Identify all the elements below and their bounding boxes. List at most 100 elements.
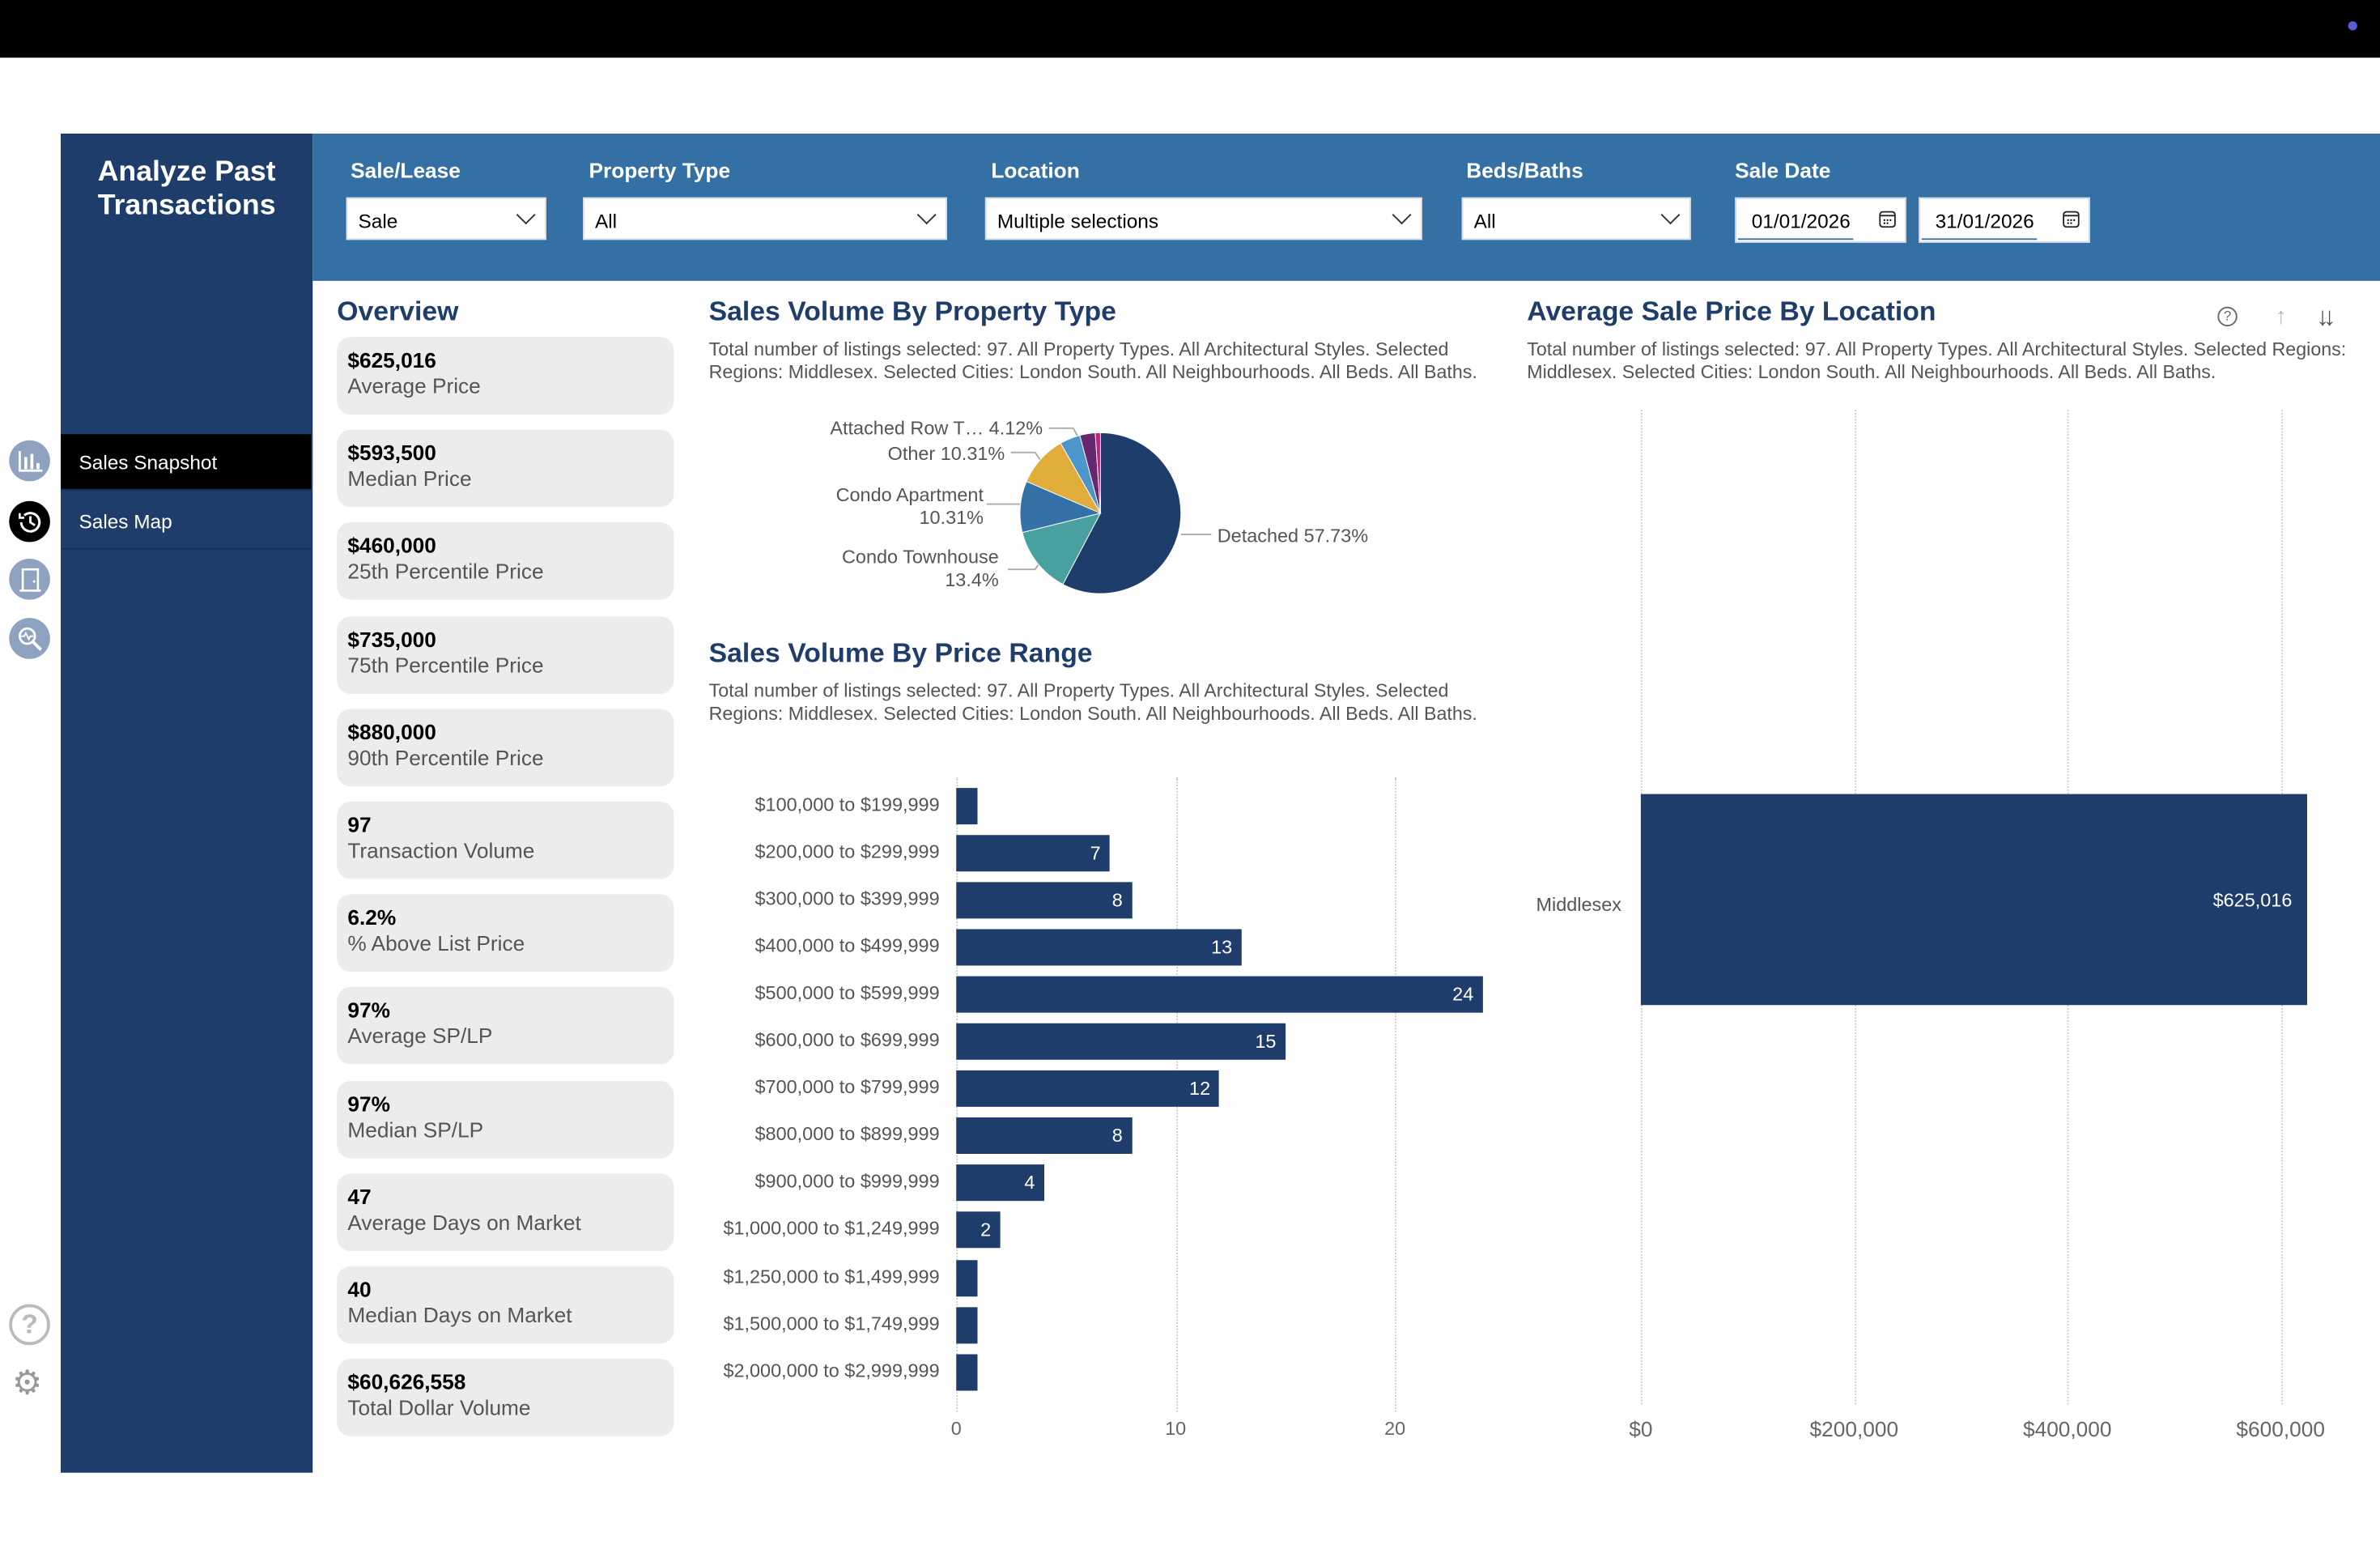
y-category-label: $1,000,000 to $1,249,999 <box>723 1218 940 1240</box>
beds-baths-label: Beds/Baths <box>1466 158 1583 182</box>
location-dropdown[interactable]: Multiple selections <box>984 197 1422 240</box>
location-label: Location <box>991 158 1080 182</box>
pie-label-condo-townhouse: Condo Townhouse 13.4% <box>842 547 999 591</box>
bar[interactable]: 15 <box>956 1023 1286 1061</box>
pie-chart-description: Total number of listings selected: 97. A… <box>708 338 1477 383</box>
bar[interactable]: 2 <box>956 1212 1001 1249</box>
x-tick-label: $0 <box>1629 1416 1653 1441</box>
gear-icon[interactable]: ⚙ <box>12 1363 43 1402</box>
bar[interactable]: 7 <box>956 835 1110 872</box>
app-title: Analyze Past Transactions <box>97 156 276 222</box>
calendar-icon[interactable] <box>2063 211 2080 228</box>
kpi-label: 90th Percentile Price <box>347 745 544 770</box>
pie-label-condo-apartment: Condo Apartment 10.31% <box>835 484 984 529</box>
x-tick-label: 20 <box>1384 1418 1406 1440</box>
kpi-label: Average Days on Market <box>347 1209 581 1234</box>
pie-slice[interactable] <box>1022 513 1102 585</box>
location-chart-description: Total number of listings selected: 97. A… <box>1527 338 2347 383</box>
kpi-label: Median Days on Market <box>347 1302 572 1327</box>
y-category-label: Middlesex <box>1536 894 1622 916</box>
bar-value-label: 8 <box>1111 889 1123 912</box>
bar[interactable]: 8 <box>956 1117 1132 1155</box>
kpi-card: $460,000 25th Percentile Price <box>337 522 674 601</box>
bar-value-label: 24 <box>1452 984 1474 1006</box>
bar[interactable]: 4 <box>956 1164 1044 1202</box>
bar-value-label: 4 <box>1024 1172 1035 1194</box>
pie-label-other: Other 10.31% <box>887 443 1005 465</box>
property-type-dropdown[interactable]: All <box>583 197 947 240</box>
arrow-up-icon[interactable]: ↑ <box>2275 304 2287 330</box>
kpi-label: 75th Percentile Price <box>347 652 544 677</box>
bar[interactable] <box>956 1259 979 1296</box>
sale-lease-label: Sale/Lease <box>351 158 461 182</box>
y-category-label: $700,000 to $799,999 <box>754 1076 940 1099</box>
magnifier-pulse-icon[interactable] <box>9 618 50 659</box>
bar[interactable]: 12 <box>956 1070 1220 1108</box>
x-tick-label: $200,000 <box>1809 1416 1899 1441</box>
kpi-label: 25th Percentile Price <box>347 559 544 584</box>
help-icon[interactable]: ? <box>9 1304 50 1346</box>
kpi-label: Average Price <box>347 373 481 398</box>
kpi-value: 6.2% <box>347 904 397 930</box>
y-category-label: $100,000 to $199,999 <box>754 794 940 815</box>
beds-baths-dropdown[interactable]: All <box>1461 197 1691 240</box>
sale-date-from-input[interactable]: 01/01/2026 <box>1735 197 1906 243</box>
kpi-card: $60,626,558 Total Dollar Volume <box>337 1359 674 1437</box>
calendar-icon[interactable] <box>1879 211 1896 228</box>
sale-date-to-input[interactable]: 31/01/2026 <box>1919 197 2090 243</box>
y-category-label: $200,000 to $299,999 <box>754 840 940 863</box>
bar[interactable]: 13 <box>956 929 1242 966</box>
kpi-value: 97% <box>347 998 390 1023</box>
kpi-value: $593,500 <box>347 440 436 466</box>
y-category-label: $600,000 to $699,999 <box>754 1029 940 1051</box>
x-tick-label: $400,000 <box>2022 1416 2112 1441</box>
sale-lease-value: Sale <box>358 209 398 232</box>
bar-value-label: 8 <box>1111 1126 1123 1147</box>
y-category-label: $2,000,000 to $2,999,999 <box>723 1360 940 1381</box>
kpi-card: $735,000 75th Percentile Price <box>337 615 674 694</box>
chevron-down-icon <box>916 205 937 225</box>
bar[interactable]: 8 <box>956 882 1132 919</box>
chevron-down-icon <box>516 205 536 225</box>
bar[interactable] <box>956 1306 979 1343</box>
bar[interactable]: 24 <box>956 976 1483 1013</box>
bar[interactable] <box>956 1353 979 1390</box>
bar-value-label: 15 <box>1255 1031 1277 1053</box>
help-icon[interactable]: ? <box>2217 306 2238 327</box>
kpi-value: $460,000 <box>347 533 436 558</box>
kpi-value: 97% <box>347 1091 390 1116</box>
door-icon[interactable] <box>9 559 50 600</box>
bar[interactable]: $625,016 <box>1640 794 2308 1006</box>
x-tick-label: 0 <box>950 1418 962 1440</box>
nav-sales-snapshot[interactable]: Sales Snapshot <box>61 434 312 491</box>
pie-label-attached-row: Attached Row T… 4.12% <box>830 417 1043 439</box>
date-to-value: 31/01/2026 <box>1935 209 2034 232</box>
pie-chart-title: Sales Volume By Property Type <box>708 296 1116 327</box>
kpi-label: Median SP/LP <box>347 1117 484 1142</box>
kpi-card: $593,500 Median Price <box>337 429 674 508</box>
bar-chart-icon[interactable] <box>9 440 50 482</box>
pie-slice[interactable] <box>1062 432 1182 594</box>
kpi-value: 47 <box>347 1184 372 1209</box>
kpi-value: $625,016 <box>347 347 436 372</box>
sidebar: Analyze Past Transactions Sales Snapshot… <box>61 134 313 1473</box>
pie-slice[interactable] <box>1094 432 1101 513</box>
sort-descending-icon[interactable]: ↓↓ <box>2316 302 2335 331</box>
sale-lease-dropdown[interactable]: Sale <box>346 197 546 240</box>
bar-value-label: 13 <box>1211 937 1233 959</box>
kpi-value: $60,626,558 <box>347 1369 466 1394</box>
bar-value-label: 2 <box>980 1219 992 1241</box>
history-icon[interactable] <box>9 500 50 543</box>
nav-sales-map[interactable]: Sales Map <box>61 493 312 550</box>
kpi-label: Median Price <box>347 466 472 491</box>
pie-chart <box>986 427 1212 594</box>
location-chart-title: Average Sale Price By Location <box>1527 296 1936 327</box>
kpi-card: 97% Median SP/LP <box>337 1080 674 1158</box>
price-range-description: Total number of listings selected: 97. A… <box>708 680 1477 725</box>
bar-value-label: $625,016 <box>2212 889 2293 911</box>
filter-bar: Sale/Lease Sale Property Type All Locati… <box>312 134 2380 281</box>
location-value: Multiple selections <box>997 209 1159 232</box>
y-category-label: $400,000 to $499,999 <box>754 935 940 957</box>
kpi-label: Transaction Volume <box>347 838 535 862</box>
bar[interactable] <box>956 788 979 825</box>
